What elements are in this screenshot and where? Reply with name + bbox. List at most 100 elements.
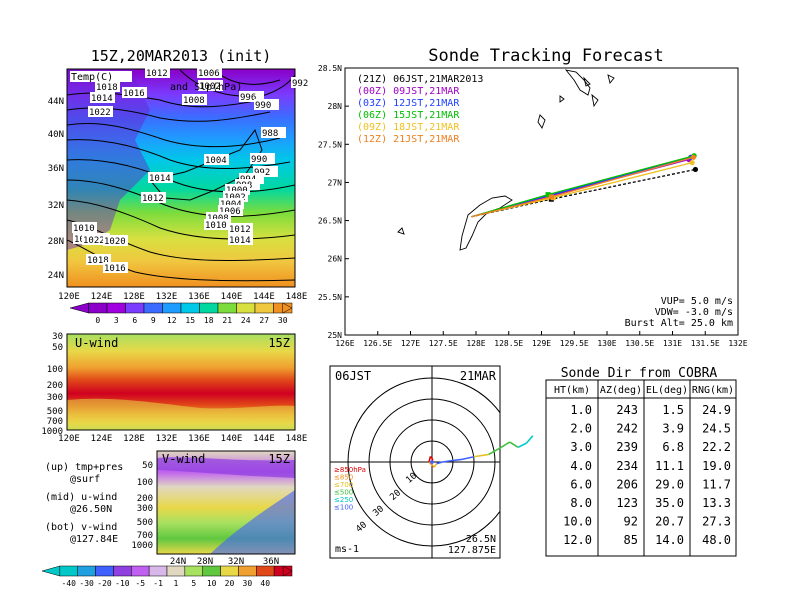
svg-text:1010: 1010 — [205, 221, 227, 231]
temperature-colorbar — [69, 302, 293, 314]
svg-text:1012: 1012 — [142, 194, 164, 204]
uwind-x-tick-label: 144E — [253, 434, 275, 444]
map-lat-ticks: 44N 40N 36N 32N 28N 24N — [48, 97, 64, 281]
svg-text:1020: 1020 — [104, 237, 126, 247]
pressure-label: 1016 — [103, 262, 128, 274]
track-legend: (21Z) 06JST,21MAR2013(00Z) 09JST,21MAR(0… — [357, 74, 483, 145]
wind-colorbar — [41, 565, 293, 577]
note-up-b: @surf — [70, 474, 100, 485]
track-legend-entry: (21Z) 06JST,21MAR2013 — [357, 74, 483, 85]
wind-tick-label: -20 — [97, 579, 112, 588]
pressure-label: 1014 — [90, 92, 115, 104]
svg-text:996: 996 — [240, 93, 256, 103]
track-y-tick-label: 25.5N — [318, 293, 342, 302]
map-frame — [66, 68, 296, 288]
track-legend-entry: (12Z) 21JST,21MAR — [357, 134, 460, 145]
wind-tick-label: 5 — [191, 579, 196, 588]
track-y-tick-label: 27.5N — [318, 140, 342, 149]
vwind-x-tick-label: 32N — [228, 557, 244, 567]
track-legend-entry: (09Z) 18JST,21MAR — [357, 122, 460, 133]
svg-text:1014: 1014 — [229, 236, 251, 246]
hodograph-segment — [509, 441, 519, 448]
uwind-x-tick-label: 128E — [123, 434, 145, 444]
map-lon-ticks: 120E 124E 128E 132E 136E 140E 144E 148E — [58, 292, 307, 302]
hodograph-origin — [430, 460, 434, 464]
vwind-lower-shade — [210, 490, 295, 554]
table-frame — [545, 379, 737, 557]
table-cell: 27.3 — [702, 515, 731, 529]
svg-text:1010: 1010 — [73, 224, 95, 234]
hodograph-segment — [525, 435, 534, 444]
track-y-tick-label: 28.5N — [318, 64, 342, 73]
track-x-tick-label: 130.5E — [625, 339, 654, 348]
table-header-cell: EL(deg) — [646, 385, 688, 396]
vwind-label: V-wind — [162, 452, 205, 466]
map-lat-tick-label: 36N — [48, 164, 64, 174]
pressure-label: 1012 — [228, 223, 253, 235]
map-lon-tick-label: 140E — [221, 292, 243, 302]
table-cell: 239 — [616, 440, 638, 454]
uwind-x-tick-label: 136E — [188, 434, 210, 444]
track-legend-entry: (06Z) 15JST,21MAR — [357, 110, 460, 121]
track-midpoint-marker — [545, 192, 551, 198]
vwind-time: 15Z — [268, 452, 290, 466]
track-y-tick-label: 27N — [328, 178, 343, 187]
table-row: 8.0 123 35.0 13.3 — [570, 496, 731, 510]
pressure-key-entry: ≥850hPa — [334, 466, 366, 474]
uwind-label: U-wind — [75, 336, 118, 350]
uwind-x-ticks: 120E 124E 128E 132E 136E 140E 144E 148E — [58, 434, 307, 444]
wind-tick-label: -1 — [153, 579, 163, 588]
uwind-x-tick-label: 120E — [58, 434, 80, 444]
pressure-label: 1012 — [141, 192, 166, 204]
track-y-tick-label: 26.5N — [318, 217, 342, 226]
track-x-tick-label: 128.5E — [494, 339, 523, 348]
map-lat-tick-label: 44N — [48, 97, 64, 107]
map-lon-tick-label: 136E — [188, 292, 210, 302]
table-row: 4.0 234 11.1 19.0 — [570, 459, 731, 473]
svg-text:1022: 1022 — [83, 236, 105, 246]
wind-tick-label: 10 — [207, 579, 217, 588]
hodograph-segment — [488, 446, 502, 456]
table-cell: 20.7 — [655, 515, 684, 529]
vwind-y-tick-label: 500 — [137, 518, 153, 528]
table-row: 10.0 92 20.7 27.3 — [563, 515, 731, 529]
continent-shape — [67, 69, 150, 250]
track-x-tick-label: 128E — [466, 339, 485, 348]
wind-tick-label: -5 — [135, 579, 145, 588]
pressure-label: 992 — [291, 77, 316, 89]
pressure-label: 990 — [250, 153, 275, 165]
hodograph-segment — [428, 456, 432, 463]
map-lat-tick-label: 24N — [48, 271, 64, 281]
vwind-x-ticks: 24N 28N 32N 36N — [170, 557, 279, 567]
hodograph-segment — [436, 461, 443, 465]
wind-tick-label: -10 — [115, 579, 130, 588]
svg-text:1018: 1018 — [87, 256, 109, 266]
table-cell: 3.9 — [662, 422, 684, 436]
pressure-key-entry: ≤850 — [334, 474, 353, 482]
svg-text:1012: 1012 — [146, 69, 168, 79]
uwind-time: 15Z — [268, 336, 290, 350]
hodograph-segment — [428, 461, 435, 468]
uwind-y-tick-label: 1000 — [41, 427, 63, 437]
temp-tick-label: 15 — [185, 316, 195, 325]
vwind-x-tick-label: 24N — [170, 557, 186, 567]
table-header-cell: AZ(deg) — [600, 385, 642, 396]
table-row: 12.0 85 14.0 48.0 — [563, 533, 731, 547]
track-x-tick-label: 126.5E — [363, 339, 392, 348]
map-lat-tick-label: 40N — [48, 130, 64, 140]
svg-text:1014: 1014 — [149, 174, 171, 184]
uwind-lower-shade — [67, 398, 295, 430]
pressure-label: 1014 — [148, 172, 173, 184]
vwind-y-tick-label: 100 — [137, 478, 153, 488]
uwind-x-tick-label: 132E — [156, 434, 178, 444]
hodograph — [428, 435, 534, 468]
pressure-key-entry: ≤100 — [334, 504, 353, 512]
map-lon-tick-label: 120E — [58, 292, 80, 302]
pressure-label: 1020 — [103, 235, 128, 247]
table-cell: 35.0 — [655, 496, 684, 510]
track-info-line: VDW= -3.0 m/s — [655, 307, 733, 318]
